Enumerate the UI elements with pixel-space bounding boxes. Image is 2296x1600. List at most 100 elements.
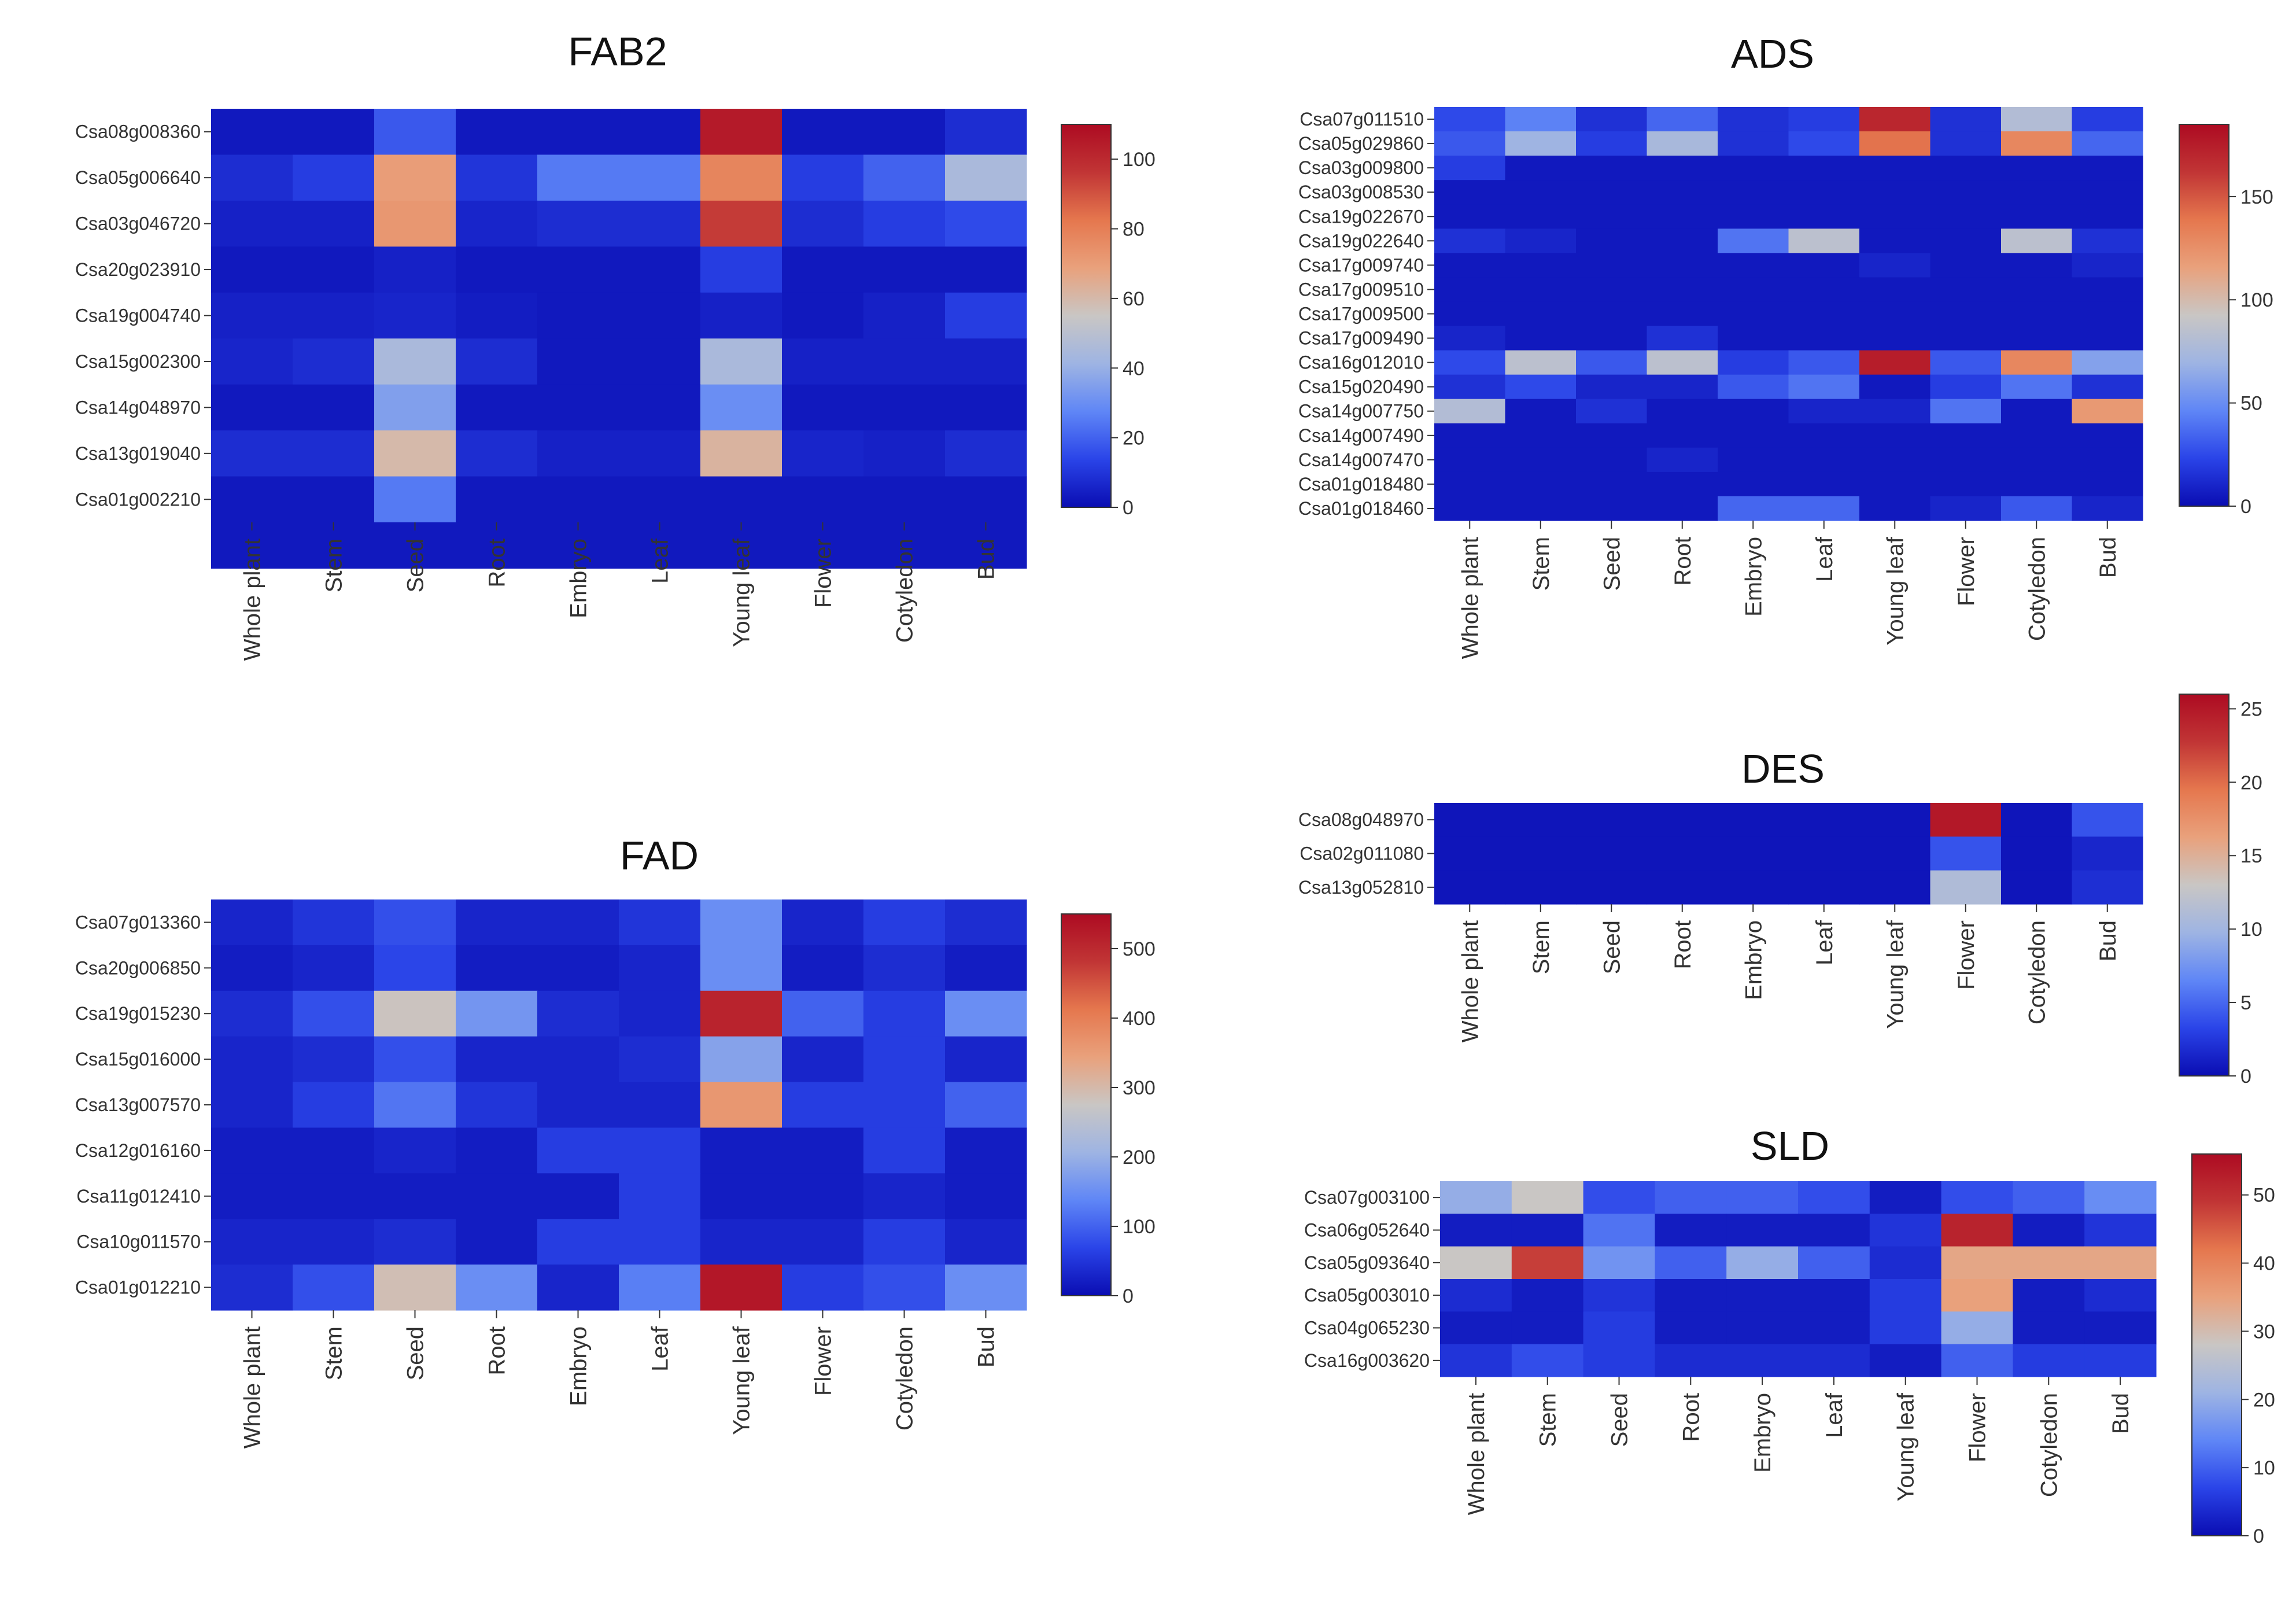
colorbar-tick-label: 15 — [2240, 845, 2262, 867]
heatmap-cell — [1726, 1344, 1799, 1377]
heatmap-cell — [537, 384, 619, 431]
heatmap-cell — [1859, 204, 1931, 229]
heatmap-cell — [1941, 1279, 2013, 1312]
x-tick-label: Whole plant — [1457, 920, 1483, 1042]
heatmap-cell — [1788, 228, 1860, 253]
heatmap-cell — [1859, 301, 1931, 327]
x-tick-label: Young leaf — [1882, 536, 1908, 645]
heatmap-cell — [1434, 350, 1506, 375]
heatmap-cell — [1788, 350, 1860, 375]
heatmap-cell — [211, 1127, 293, 1174]
heatmap-cell — [1930, 301, 2002, 327]
heatmap-cell — [2072, 277, 2143, 303]
heatmap-cell — [2001, 228, 2073, 253]
heatmap-cell — [1576, 447, 1648, 473]
heatmap-cell — [945, 246, 1027, 293]
heatmap-cell — [1718, 107, 1789, 132]
y-tick-label: Csa05g093640 — [1304, 1252, 1430, 1273]
heatmap-cell — [293, 246, 375, 293]
heatmap-cell — [1647, 350, 1718, 375]
y-tick-label: Csa20g006850 — [75, 957, 201, 978]
heatmap-cell — [374, 246, 456, 293]
heatmap-cell — [1434, 253, 1506, 278]
heatmap-cell — [1718, 326, 1789, 351]
x-tick-label: Root — [485, 539, 510, 588]
heatmap-cell — [945, 945, 1027, 991]
x-tick-label: Cotyledon — [2024, 920, 2050, 1024]
heatmap-cell — [700, 945, 782, 991]
heatmap-cell — [782, 292, 864, 339]
heatmap-cell — [945, 1082, 1027, 1129]
heatmap-cell — [782, 246, 864, 293]
heatmap-cell — [863, 200, 946, 247]
heatmap-panel-fad: FAD Csa07g013360 Csa20g006850 Csa19g015230 C… — [75, 833, 1156, 1448]
heatmap-cell — [1718, 253, 1789, 278]
heatmap-cell — [293, 154, 375, 201]
chart-title: FAB2 — [568, 29, 667, 74]
heatmap-cell — [1930, 326, 2002, 351]
heatmap-cell — [1859, 870, 1931, 905]
heatmap-cell — [1859, 156, 1931, 180]
heatmap-cell — [700, 109, 782, 156]
heatmap-cell — [1505, 374, 1577, 400]
heatmap-cell — [1647, 301, 1718, 327]
heatmap-cell — [1576, 374, 1648, 400]
heatmap-cell — [2072, 447, 2143, 473]
heatmap-cell — [1869, 1344, 1942, 1377]
heatmap-cell — [1505, 253, 1577, 278]
x-tick-label: Young leaf — [1893, 1392, 1919, 1501]
heatmap-cell — [1655, 1214, 1727, 1247]
heatmap-cell — [211, 476, 293, 523]
heatmap-cell — [374, 338, 456, 385]
x-tick-label: Embryo — [566, 539, 592, 618]
y-tick-label: Csa15g002300 — [75, 351, 201, 372]
y-tick-label: Csa17g009490 — [1298, 328, 1424, 349]
x-tick-label: Whole plant — [1457, 537, 1483, 659]
heatmap-cell — [1505, 423, 1577, 448]
heatmap-cell — [1788, 204, 1860, 229]
chart-title: DES — [1741, 746, 1825, 791]
heatmap-cell — [1440, 1246, 1512, 1280]
heatmap-cell — [619, 292, 701, 339]
heatmap-cell — [1434, 204, 1506, 229]
colorbar-tick-label: 5 — [2240, 992, 2251, 1014]
y-tick-label: Csa17g009500 — [1298, 304, 1424, 325]
heatmap-cell — [1788, 870, 1860, 905]
heatmap-cell — [1440, 1344, 1512, 1377]
heatmap-cell — [2072, 156, 2143, 180]
heatmap-cell — [1434, 870, 1506, 905]
heatmap-cell — [945, 1127, 1027, 1174]
x-tick-label: Seed — [1599, 920, 1625, 974]
heatmap-cell — [211, 430, 293, 477]
heatmap-cell — [1859, 423, 1931, 448]
heatmap-cell — [456, 200, 538, 247]
heatmap-cell — [1583, 1246, 1655, 1280]
y-tick-label: Csa19g022670 — [1298, 206, 1424, 227]
heatmap-cell — [374, 1036, 456, 1083]
heatmap-panel-fab2: FAB2 Csa08g008360 Csa05g006640 Csa03g046720… — [75, 29, 1156, 661]
heatmap-cell — [2072, 836, 2143, 871]
heatmap-cell — [782, 1127, 864, 1174]
heatmap-cell — [537, 1219, 619, 1265]
heatmap-cell — [1718, 277, 1789, 303]
heatmap-cell — [1655, 1311, 1727, 1345]
colorbar-tick-label: 200 — [1123, 1146, 1156, 1168]
heatmap-cell — [2072, 180, 2143, 205]
heatmap-cell — [1511, 1246, 1584, 1280]
heatmap-cell — [1718, 131, 1789, 156]
heatmap-cell — [1576, 156, 1648, 180]
heatmap-cell — [1647, 496, 1718, 521]
heatmap-cell — [537, 246, 619, 293]
heatmap-cell — [1655, 1344, 1727, 1377]
heatmap-cell — [1859, 131, 1931, 156]
colorbar-tick-label: 150 — [2240, 186, 2273, 208]
heatmap-cell — [374, 1173, 456, 1219]
heatmap-cell — [1647, 374, 1718, 400]
heatmap-cell — [1869, 1279, 1942, 1312]
heatmap-cell — [1930, 277, 2002, 303]
x-tick-label: Stem — [1529, 537, 1554, 591]
colorbar-tick-label: 0 — [2240, 1066, 2251, 1087]
heatmap-cell — [537, 1036, 619, 1083]
heatmap-cell — [700, 990, 782, 1037]
heatmap-cell — [1788, 180, 1860, 205]
